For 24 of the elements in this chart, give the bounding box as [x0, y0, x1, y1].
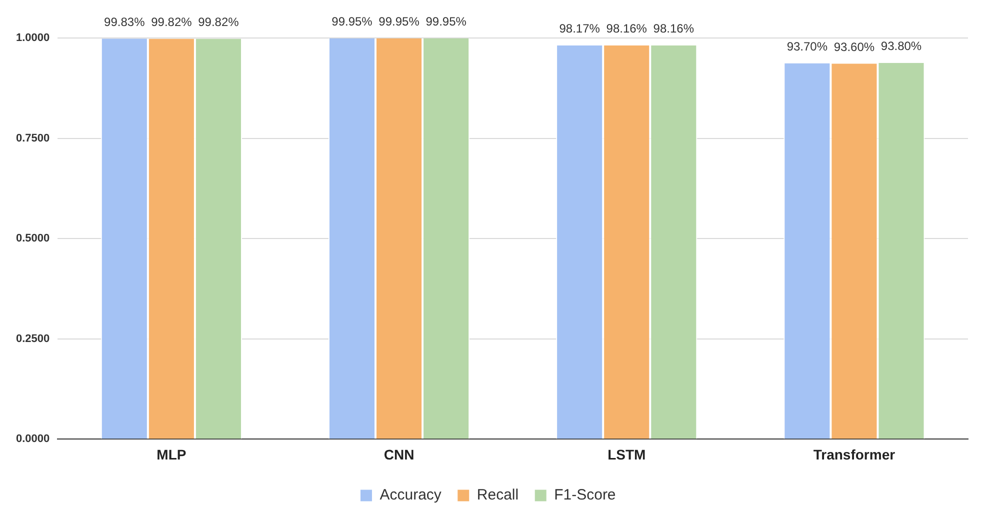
y-tick-label: 0.5000 — [16, 232, 50, 245]
data-label: 99.82% — [151, 15, 192, 30]
data-label: 98.17% — [559, 22, 600, 36]
y-tick-label: 0.2500 — [16, 332, 50, 345]
x-tick-label: LSTM — [608, 446, 646, 462]
x-tick-label: Transformer — [813, 446, 896, 462]
data-label: 98.16% — [653, 22, 694, 36]
y-tick-label: 1.0000 — [16, 32, 50, 44]
data-label: 99.83% — [104, 14, 146, 29]
data-label: 99.95% — [378, 14, 420, 29]
legend-label: Accuracy — [380, 486, 442, 504]
legend-label: Recall — [476, 486, 519, 504]
y-tick-label: 0.7500 — [16, 132, 50, 144]
legend-label: F1-Score — [554, 486, 616, 504]
data-label: 98.16% — [606, 22, 648, 36]
data-label: 93.60% — [834, 40, 875, 54]
x-tick-label: MLP — [156, 446, 186, 462]
x-tick-label: CNN — [384, 446, 414, 462]
data-label: 99.95% — [332, 14, 373, 29]
data-label: 99.95% — [426, 14, 467, 29]
y-tick-label: 0.0000 — [16, 433, 50, 446]
data-label: 93.70% — [786, 40, 828, 54]
data-label: 93.80% — [880, 39, 922, 54]
data-label: 99.82% — [198, 15, 240, 30]
